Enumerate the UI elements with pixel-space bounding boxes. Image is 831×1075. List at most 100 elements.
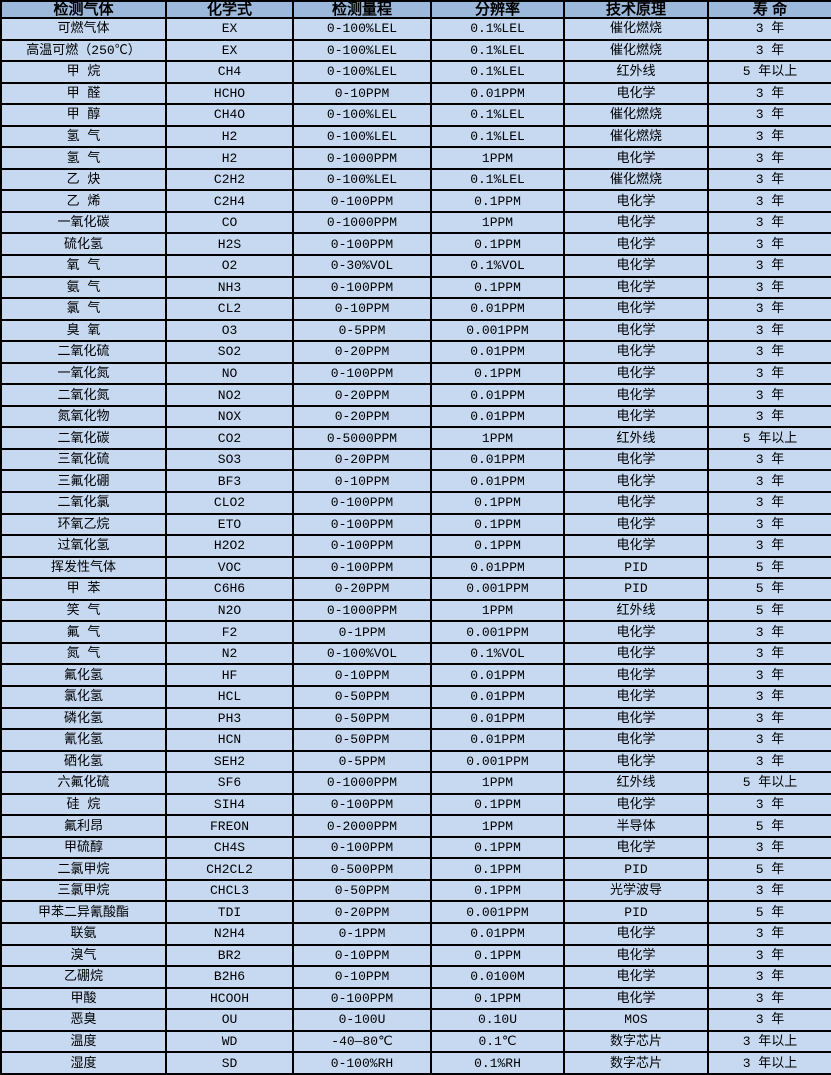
table-cell: 0.1%LEL (430, 167, 565, 192)
table-cell: 电化学 (563, 965, 709, 989)
table-row: 乙硼烷 B2H6 0-10PPM 0.0100M 电化学 3 年 (0, 965, 831, 989)
table-cell: CH4S (165, 835, 294, 860)
table-cell: 0-10PPM (292, 469, 432, 494)
table-cell: 3 年 (707, 965, 831, 989)
table-row: 氯化氢 HCL 0-50PPM 0.01PPM 电化学 3 年 (0, 684, 831, 709)
table-cell: 电化学 (563, 318, 709, 343)
table-cell: 5 年以上 (707, 426, 831, 450)
table-cell: TDI (165, 900, 294, 924)
table-cell: PID (563, 577, 709, 601)
table-cell: 3 年 (707, 943, 831, 968)
table-cell: 0-1PPM (292, 620, 432, 644)
table-row: 挥发性气体 VOC 0-100PPM 0.01PPM PID 5 年 (0, 555, 831, 580)
table-row: 硅 烷 SIH4 0-100PPM 0.1PPM 电化学 3 年 (0, 792, 831, 817)
table-cell: 0.001PPM (430, 749, 565, 774)
column-header-principle: 技术原理 (563, 0, 709, 19)
table-cell: 六氟化硫 (0, 771, 167, 795)
table-cell: 电化学 (563, 620, 709, 644)
table-cell: MOS (563, 1008, 709, 1032)
table-row: 二氧化硫 SO2 0-20PPM 0.01PPM 电化学 3 年 (0, 340, 831, 364)
table-cell: 5 年 (707, 555, 831, 580)
table-cell: SD (165, 1051, 294, 1075)
table-cell: 3 年 (707, 297, 831, 321)
table-cell: C2H2 (165, 167, 294, 192)
table-cell: 5 年以上 (707, 771, 831, 795)
table-cell: 3 年以上 (707, 1051, 831, 1075)
table-cell: 0-50PPM (292, 706, 432, 731)
table-cell: 电化学 (563, 512, 709, 537)
table-row: 可燃气体 EX 0-100%LEL 0.1%LEL 催化燃烧 3 年 (0, 17, 831, 41)
table-cell: 0-1000PPM (292, 598, 432, 623)
table-cell: 电化学 (563, 404, 709, 429)
table-cell: SF6 (165, 771, 294, 795)
table-cell: 硫化氢 (0, 232, 167, 256)
table-cell: 光学波导 (563, 878, 709, 903)
table-cell: 3 年 (707, 878, 831, 903)
table-cell: 3 年 (707, 684, 831, 709)
table-row: 过氧化氢 H2O2 0-100PPM 0.1PPM 电化学 3 年 (0, 534, 831, 558)
table-cell: SO3 (165, 447, 294, 472)
table-row: 一氧化氮 NO 0-100PPM 0.1PPM 电化学 3 年 (0, 361, 831, 386)
table-cell: 三氯甲烷 (0, 878, 167, 903)
table-cell: 半导体 (563, 814, 709, 838)
table-cell: 3 年 (707, 663, 831, 687)
table-cell: 5 年以上 (707, 60, 831, 84)
table-cell: 电化学 (563, 275, 709, 300)
table-row: 甲硫醇 CH4S 0-100PPM 0.1PPM 电化学 3 年 (0, 835, 831, 860)
table-cell: 3 年 (707, 167, 831, 192)
table-cell: VOC (165, 555, 294, 580)
table-cell: 氟 气 (0, 620, 167, 644)
table-cell: 0.01PPM (430, 921, 565, 946)
table-cell: 0-2000PPM (292, 814, 432, 838)
table-cell: 湿度 (0, 1051, 167, 1075)
table-cell: 3 年 (707, 706, 831, 731)
table-cell: FREON (165, 814, 294, 838)
table-cell: 3 年 (707, 340, 831, 364)
table-cell: 3 年 (707, 275, 831, 300)
table-row: 硫化氢 H2S 0-100PPM 0.1PPM 电化学 3 年 (0, 232, 831, 256)
table-cell: 电化学 (563, 232, 709, 256)
table-row: 磷化氢 PH3 0-50PPM 0.01PPM 电化学 3 年 (0, 706, 831, 731)
table-cell: 氟利昂 (0, 814, 167, 838)
table-row: 二氧化氮 NO2 0-20PPM 0.01PPM 电化学 3 年 (0, 383, 831, 407)
table-cell: 电化学 (563, 361, 709, 386)
table-cell: PID (563, 555, 709, 580)
table-cell: 氮氧化物 (0, 404, 167, 429)
table-cell: 红外线 (563, 771, 709, 795)
table-cell: 1PPM (430, 598, 565, 623)
table-cell: C2H4 (165, 189, 294, 213)
table-row: 湿度 SD 0-100%RH 0.1%RH 数字芯片 3 年以上 (0, 1051, 831, 1075)
table-row: 氨 气 NH3 0-100PPM 0.1PPM 电化学 3 年 (0, 275, 831, 300)
table-row: 氢 气 H2 0-100%LEL 0.1%LEL 催化燃烧 3 年 (0, 124, 831, 149)
table-cell: O2 (165, 254, 294, 278)
table-cell: 甲 烷 (0, 60, 167, 84)
table-cell: 0-100PPM (292, 534, 432, 558)
table-cell: 0.01PPM (430, 340, 565, 364)
table-cell: 可燃气体 (0, 17, 167, 41)
table-cell: 0-100U (292, 1008, 432, 1032)
table-cell: 数字芯片 (563, 1029, 709, 1054)
table-row: 高温可燃（250℃） EX 0-100%LEL 0.1%LEL 催化燃烧 3 年 (0, 38, 831, 63)
table-cell: 3 年 (707, 469, 831, 494)
table-cell: 5 年 (707, 814, 831, 838)
table-cell: HCHO (165, 81, 294, 106)
table-cell: 0-10PPM (292, 965, 432, 989)
table-cell: 恶臭 (0, 1008, 167, 1032)
table-cell: CH2CL2 (165, 857, 294, 881)
table-row: 温度 WD -40—80℃ 0.1℃ 数字芯片 3 年以上 (0, 1029, 831, 1054)
table-cell: 电化学 (563, 340, 709, 364)
table-cell: 乙 烯 (0, 189, 167, 213)
table-cell: 3 年 (707, 146, 831, 170)
table-cell: 0-100PPM (292, 986, 432, 1011)
table-cell: 5 年 (707, 577, 831, 601)
table-cell: 0.01PPM (430, 447, 565, 472)
column-header-formula: 化学式 (165, 0, 294, 19)
table-cell: 0-10PPM (292, 663, 432, 687)
table-cell: 甲 苯 (0, 577, 167, 601)
table-cell: 0-100PPM (292, 491, 432, 515)
table-cell: 3 年 (707, 361, 831, 386)
table-cell: 3 年 (707, 404, 831, 429)
table-row: 甲 醛 HCHO 0-10PPM 0.01PPM 电化学 3 年 (0, 81, 831, 106)
table-row: 笑 气 N2O 0-1000PPM 1PPM 红外线 5 年 (0, 598, 831, 623)
table-cell: 0-100PPM (292, 275, 432, 300)
